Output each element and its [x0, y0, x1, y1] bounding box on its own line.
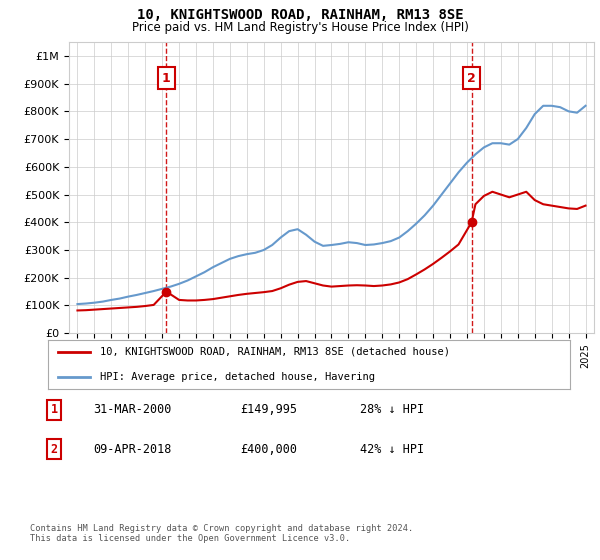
Text: Price paid vs. HM Land Registry's House Price Index (HPI): Price paid vs. HM Land Registry's House … [131, 21, 469, 34]
Text: 1: 1 [162, 72, 171, 85]
Text: 28% ↓ HPI: 28% ↓ HPI [360, 403, 424, 417]
Text: 1: 1 [50, 403, 58, 417]
Text: HPI: Average price, detached house, Havering: HPI: Average price, detached house, Have… [100, 372, 375, 382]
Text: 2: 2 [50, 442, 58, 456]
Text: £149,995: £149,995 [240, 403, 297, 417]
Text: £400,000: £400,000 [240, 442, 297, 456]
Text: 42% ↓ HPI: 42% ↓ HPI [360, 442, 424, 456]
Text: 09-APR-2018: 09-APR-2018 [93, 442, 172, 456]
Text: 2: 2 [467, 72, 476, 85]
Text: 10, KNIGHTSWOOD ROAD, RAINHAM, RM13 8SE (detached house): 10, KNIGHTSWOOD ROAD, RAINHAM, RM13 8SE … [100, 347, 450, 357]
Text: Contains HM Land Registry data © Crown copyright and database right 2024.: Contains HM Land Registry data © Crown c… [30, 524, 413, 533]
Text: 10, KNIGHTSWOOD ROAD, RAINHAM, RM13 8SE: 10, KNIGHTSWOOD ROAD, RAINHAM, RM13 8SE [137, 8, 463, 22]
Text: This data is licensed under the Open Government Licence v3.0.: This data is licensed under the Open Gov… [30, 534, 350, 543]
Text: 31-MAR-2000: 31-MAR-2000 [93, 403, 172, 417]
